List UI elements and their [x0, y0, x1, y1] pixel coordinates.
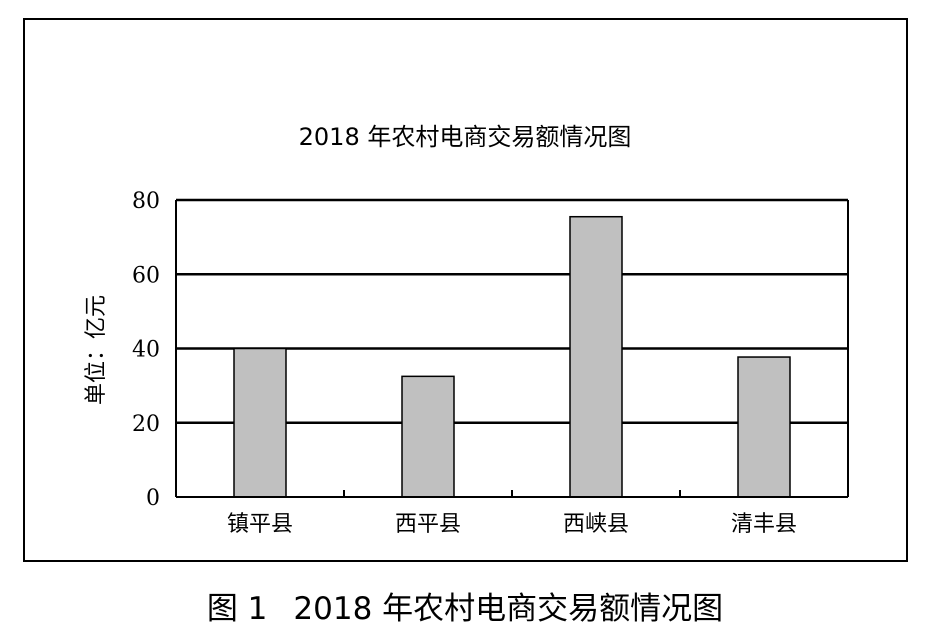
figure-caption-text: 2018 年农村电商交易额情况图 — [293, 590, 724, 627]
axes — [175, 200, 849, 498]
y-tick-label: 40 — [132, 338, 160, 363]
x-tick-labels: 镇平县 西平县 西峡县 清丰县 — [227, 512, 797, 537]
x-tick-label: 镇平县 — [227, 512, 293, 537]
bar-1 — [233, 347, 287, 498]
gridlines — [176, 198, 848, 424]
bars — [233, 215, 791, 498]
x-tick-label: 西峡县 — [563, 512, 629, 537]
x-tick-label: 清丰县 — [731, 512, 797, 537]
y-tick-label: 20 — [132, 412, 160, 437]
x-tick-label: 西平县 — [395, 512, 461, 537]
bar-2 — [401, 375, 455, 498]
y-axis-label: 单位：亿元 — [84, 295, 109, 405]
bar-3 — [569, 215, 623, 498]
y-tick-label: 80 — [132, 189, 160, 214]
figure-caption: 图 1 2018 年农村电商交易额情况图 — [0, 580, 930, 630]
figure-number: 图 1 — [206, 590, 268, 627]
chart-title: 2018 年农村电商交易额情况图 — [299, 123, 632, 151]
y-tick-label: 0 — [146, 486, 160, 511]
y-tick-label: 60 — [132, 263, 160, 288]
y-tick-labels: 0 20 40 60 80 — [132, 189, 160, 511]
bar-4 — [737, 356, 791, 498]
